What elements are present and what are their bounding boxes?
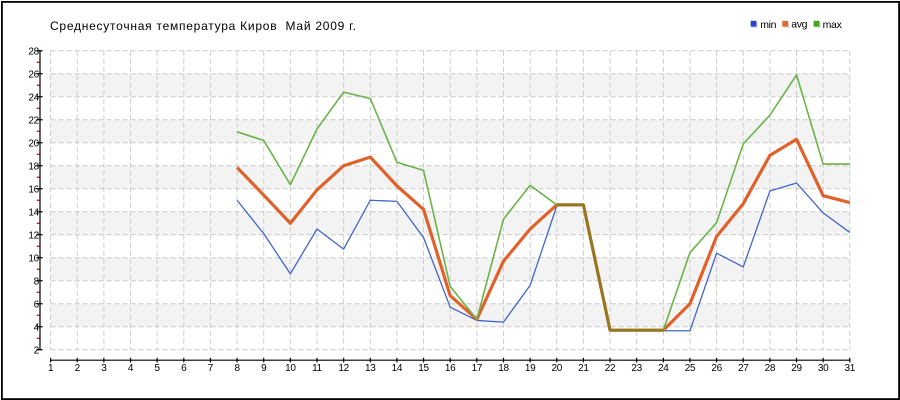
svg-text:8: 8 xyxy=(234,363,240,374)
svg-text:16: 16 xyxy=(28,184,39,195)
svg-text:28: 28 xyxy=(28,46,39,57)
svg-text:6: 6 xyxy=(34,299,40,310)
svg-text:20: 20 xyxy=(551,363,562,374)
svg-text:8: 8 xyxy=(34,276,40,287)
svg-text:25: 25 xyxy=(685,363,696,374)
svg-text:14: 14 xyxy=(392,363,403,374)
svg-text:avg: avg xyxy=(791,18,807,30)
svg-text:28: 28 xyxy=(765,363,776,374)
svg-text:Среднесуточная температура Кир: Среднесуточная температура Киров Май 200… xyxy=(50,19,357,33)
svg-text:1: 1 xyxy=(48,363,54,374)
svg-text:17: 17 xyxy=(472,363,483,374)
svg-text:13: 13 xyxy=(365,363,376,374)
svg-text:31: 31 xyxy=(845,363,856,374)
svg-text:20: 20 xyxy=(28,138,39,149)
svg-text:max: max xyxy=(823,19,843,31)
svg-text:22: 22 xyxy=(28,115,39,126)
svg-text:16: 16 xyxy=(445,363,456,374)
svg-text:2: 2 xyxy=(34,345,40,356)
svg-text:7: 7 xyxy=(208,363,214,374)
svg-text:4: 4 xyxy=(34,322,40,333)
svg-text:9: 9 xyxy=(261,363,267,374)
svg-text:18: 18 xyxy=(28,161,39,172)
svg-text:11: 11 xyxy=(312,363,323,374)
svg-text:12: 12 xyxy=(338,363,349,374)
svg-text:4: 4 xyxy=(128,363,134,374)
svg-text:24: 24 xyxy=(28,92,39,103)
svg-text:5: 5 xyxy=(155,363,161,374)
svg-text:10: 10 xyxy=(285,363,296,374)
svg-text:min: min xyxy=(760,19,776,31)
svg-text:21: 21 xyxy=(578,363,589,374)
svg-text:14: 14 xyxy=(28,207,39,218)
svg-text:3: 3 xyxy=(101,363,107,374)
svg-text:24: 24 xyxy=(658,363,669,374)
svg-text:26: 26 xyxy=(28,69,39,80)
svg-text:12: 12 xyxy=(28,230,39,241)
svg-text:29: 29 xyxy=(791,363,802,374)
svg-text:23: 23 xyxy=(631,363,642,374)
svg-text:18: 18 xyxy=(498,363,509,374)
svg-text:10: 10 xyxy=(28,253,39,264)
svg-text:30: 30 xyxy=(818,363,829,374)
svg-text:22: 22 xyxy=(605,363,616,374)
svg-text:27: 27 xyxy=(738,363,749,374)
svg-text:2: 2 xyxy=(75,363,81,374)
svg-text:26: 26 xyxy=(711,363,722,374)
svg-text:15: 15 xyxy=(418,363,429,374)
svg-text:19: 19 xyxy=(525,363,536,374)
svg-text:6: 6 xyxy=(181,363,187,374)
